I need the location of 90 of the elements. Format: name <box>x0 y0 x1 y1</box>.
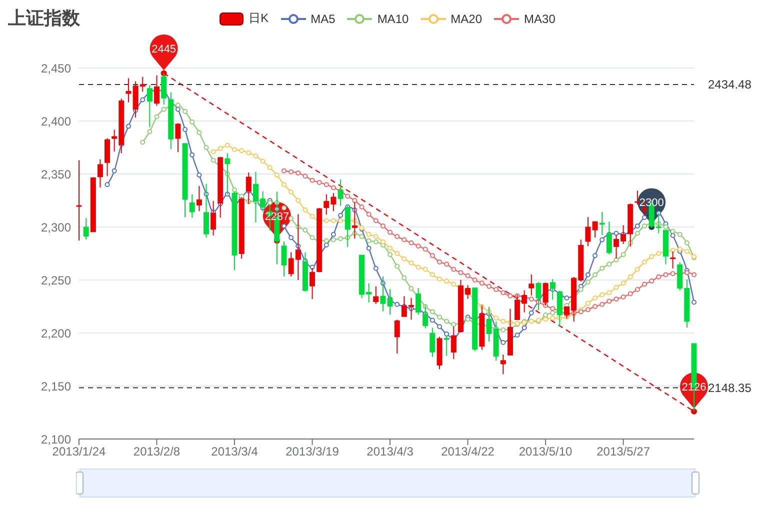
point <box>380 223 386 228</box>
legend-label: 日K <box>248 10 269 27</box>
x-tick-label: 2013/1/24 <box>52 444 106 459</box>
candlestick <box>175 122 181 153</box>
point <box>302 174 308 179</box>
candlestick <box>430 327 436 358</box>
candlestick <box>500 354 506 375</box>
point <box>388 230 393 235</box>
point <box>345 194 350 199</box>
point <box>472 278 478 282</box>
ref-line-label: 2148.35 <box>708 381 752 396</box>
y-tick-label: 2,100 <box>40 432 72 446</box>
x-tick-label: 2013/3/4 <box>211 444 258 459</box>
point <box>451 266 456 272</box>
point <box>500 290 506 296</box>
point <box>691 408 697 414</box>
point <box>458 270 464 276</box>
point <box>402 237 407 242</box>
point <box>620 294 626 300</box>
x-tick-label: 2013/4/22 <box>441 444 495 459</box>
candlestick <box>599 211 605 236</box>
y-tick-label: 2,450 <box>40 61 72 76</box>
x-tick-label: 2013/5/10 <box>518 444 573 459</box>
point <box>316 180 322 185</box>
point <box>606 298 612 304</box>
point <box>479 280 484 286</box>
point <box>642 282 648 287</box>
candlestick <box>189 194 195 218</box>
candlestick <box>83 218 89 240</box>
x-tick-label: 2013/2/8 <box>133 444 180 459</box>
candlestick <box>196 185 202 212</box>
candlestick <box>104 138 110 177</box>
legend-label: MA30 <box>524 12 556 26</box>
candlestick <box>394 319 400 354</box>
point <box>288 169 294 174</box>
point <box>585 307 590 312</box>
point <box>422 246 428 252</box>
ref-line-label: 2434.48 <box>708 78 752 92</box>
point <box>494 287 499 292</box>
point <box>437 259 442 264</box>
x-tick-label: 2013/4/3 <box>366 444 414 459</box>
point <box>465 273 470 278</box>
point <box>282 168 286 174</box>
point <box>408 240 414 246</box>
point <box>550 306 556 312</box>
point <box>373 218 378 224</box>
y-tick-label: 2,200 <box>40 326 72 340</box>
point <box>528 296 534 302</box>
point <box>352 198 358 203</box>
legend-label: MA10 <box>377 12 409 26</box>
legend-label: MA20 <box>450 12 482 26</box>
y-tick-label: 2,250 <box>40 273 72 288</box>
candlestick <box>76 160 82 241</box>
data-label: 2445 <box>152 43 176 56</box>
point <box>508 293 513 298</box>
candlestick <box>97 158 103 188</box>
chart-title: 上证指数 <box>8 7 80 30</box>
point <box>416 244 421 249</box>
point <box>366 212 372 217</box>
point <box>649 278 654 284</box>
y-tick-label: 2,300 <box>40 220 72 234</box>
y-tick-label: 2,150 <box>40 379 72 394</box>
point <box>634 287 640 292</box>
point <box>310 178 315 183</box>
candlestick <box>634 190 640 206</box>
y-tick-label: 2,400 <box>40 114 72 128</box>
point <box>330 185 336 190</box>
point <box>394 234 400 240</box>
point <box>670 271 676 276</box>
y-tick-label: 2,350 <box>40 167 72 182</box>
candlestick <box>373 286 379 305</box>
point <box>628 291 633 296</box>
point <box>444 262 450 267</box>
point <box>296 170 301 176</box>
point <box>656 274 662 280</box>
candlestick <box>281 240 287 278</box>
point <box>614 296 619 302</box>
point <box>600 302 605 307</box>
point <box>324 182 329 188</box>
point <box>430 253 435 258</box>
candlestick <box>528 274 534 296</box>
x-tick-label: 2013/5/27 <box>596 444 650 459</box>
point <box>663 272 668 278</box>
point <box>692 272 696 278</box>
point <box>486 284 492 289</box>
x-tick-label: 2013/3/19 <box>286 444 340 459</box>
point <box>592 304 598 309</box>
point <box>359 204 364 210</box>
point <box>684 270 690 276</box>
legend-label: MA5 <box>310 12 336 26</box>
